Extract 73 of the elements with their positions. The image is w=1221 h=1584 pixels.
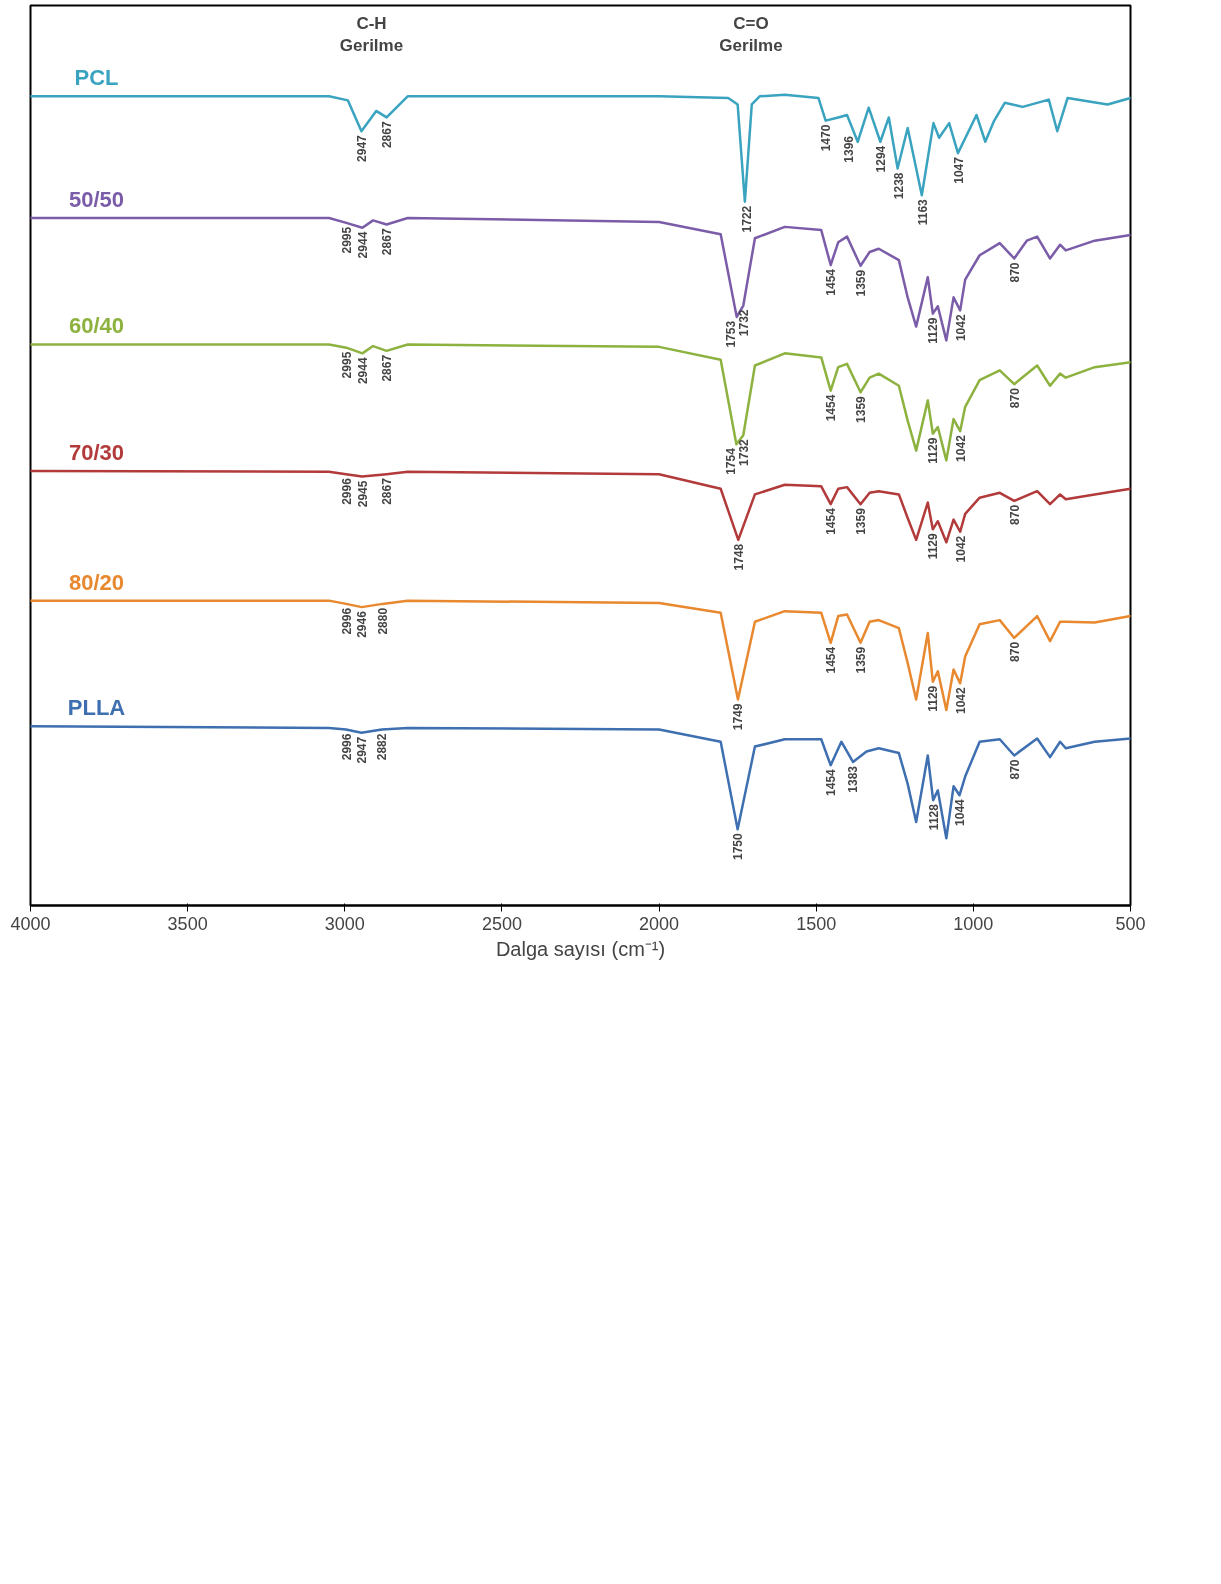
annotation: 2945 bbox=[355, 480, 370, 508]
annotation: 2867 bbox=[380, 354, 395, 382]
series-label: 50/50 bbox=[68, 186, 125, 212]
series-label: PCL bbox=[74, 65, 119, 91]
x-tick-label: 1000 bbox=[953, 913, 994, 934]
annotation: 1732 bbox=[736, 438, 751, 466]
series-label: 60/40 bbox=[68, 313, 125, 339]
annotation: 1129 bbox=[926, 685, 941, 712]
x-tick-label: 500 bbox=[1115, 913, 1146, 934]
annotation: 2867 bbox=[380, 228, 395, 256]
annotation: 2867 bbox=[380, 477, 395, 505]
annotation: 870 bbox=[1007, 262, 1022, 283]
annotation: 1753 bbox=[723, 320, 738, 348]
annotation: 1454 bbox=[824, 507, 839, 535]
annotation: 1042 bbox=[953, 687, 968, 715]
annotation: 870 bbox=[1007, 504, 1022, 525]
text: C=O Gerilme bbox=[719, 13, 783, 56]
annotation: 2944 bbox=[355, 357, 370, 385]
x-tick-label: 1500 bbox=[796, 913, 837, 934]
annotation: 1396 bbox=[842, 135, 857, 163]
annotation: 2947 bbox=[354, 736, 369, 764]
annotation: 2995 bbox=[339, 351, 354, 379]
annotation: 870 bbox=[1007, 759, 1022, 780]
x-tick-label: 2000 bbox=[639, 913, 680, 934]
annotation: 2996 bbox=[339, 733, 354, 761]
annotation: 870 bbox=[1007, 641, 1022, 662]
text: C-H Gerilme bbox=[339, 13, 404, 56]
annotation: 1129 bbox=[926, 317, 941, 344]
annotation: 1454 bbox=[824, 268, 839, 296]
annotation: 1129 bbox=[926, 437, 941, 464]
annotation: 1128 bbox=[926, 803, 941, 831]
x-tick-label: 2500 bbox=[481, 913, 522, 934]
annotation: 1359 bbox=[854, 395, 869, 423]
x-tick-label: 3500 bbox=[167, 913, 208, 934]
x-tick-label: 3000 bbox=[324, 913, 365, 934]
annotation: 2996 bbox=[339, 607, 354, 635]
annotation: 2947 bbox=[354, 134, 369, 162]
annotation: 2946 bbox=[355, 610, 370, 638]
annotation: 1294 bbox=[874, 145, 889, 173]
annotation: 1750 bbox=[731, 832, 746, 860]
x-axis-title: Dalga sayısı (cm⁻¹) bbox=[495, 937, 666, 960]
annotation: 1129 bbox=[926, 532, 941, 560]
series-label: PLLA bbox=[67, 695, 126, 721]
annotation: 1749 bbox=[731, 703, 746, 731]
annotation: 2944 bbox=[355, 231, 370, 259]
annotation: 1732 bbox=[736, 309, 751, 337]
annotation: 1042 bbox=[953, 535, 968, 563]
annotation: 1454 bbox=[824, 768, 839, 796]
annotation: 870 bbox=[1007, 387, 1022, 409]
x-tick-label: 4000 bbox=[10, 913, 51, 934]
annotation: 1238 bbox=[892, 172, 907, 200]
annotation: 1454 bbox=[824, 394, 839, 422]
series-label: 70/30 bbox=[68, 439, 125, 465]
annotation: 2882 bbox=[375, 733, 390, 761]
annotation: 1359 bbox=[854, 507, 869, 535]
annotation: 1042 bbox=[953, 314, 968, 342]
annotation: 1383 bbox=[846, 765, 861, 793]
annotation: 1047 bbox=[952, 156, 967, 184]
annotation: 2996 bbox=[339, 477, 354, 505]
annotation: 1470 bbox=[819, 124, 834, 152]
annotation: 1359 bbox=[854, 269, 869, 297]
annotation: 1359 bbox=[854, 646, 869, 674]
annotation: 1748 bbox=[731, 543, 746, 571]
annotation: 1044 bbox=[953, 798, 968, 826]
annotation: 2995 bbox=[339, 226, 354, 254]
annotation: 1163 bbox=[915, 198, 930, 226]
annotation: 1042 bbox=[953, 434, 968, 462]
annotation: 1754 bbox=[723, 447, 738, 475]
annotation: 2867 bbox=[380, 121, 395, 149]
annotation: 1722 bbox=[739, 205, 754, 233]
annotation: 1454 bbox=[824, 646, 839, 674]
series-label: 80/20 bbox=[68, 569, 125, 595]
annotation: 2880 bbox=[376, 607, 390, 635]
